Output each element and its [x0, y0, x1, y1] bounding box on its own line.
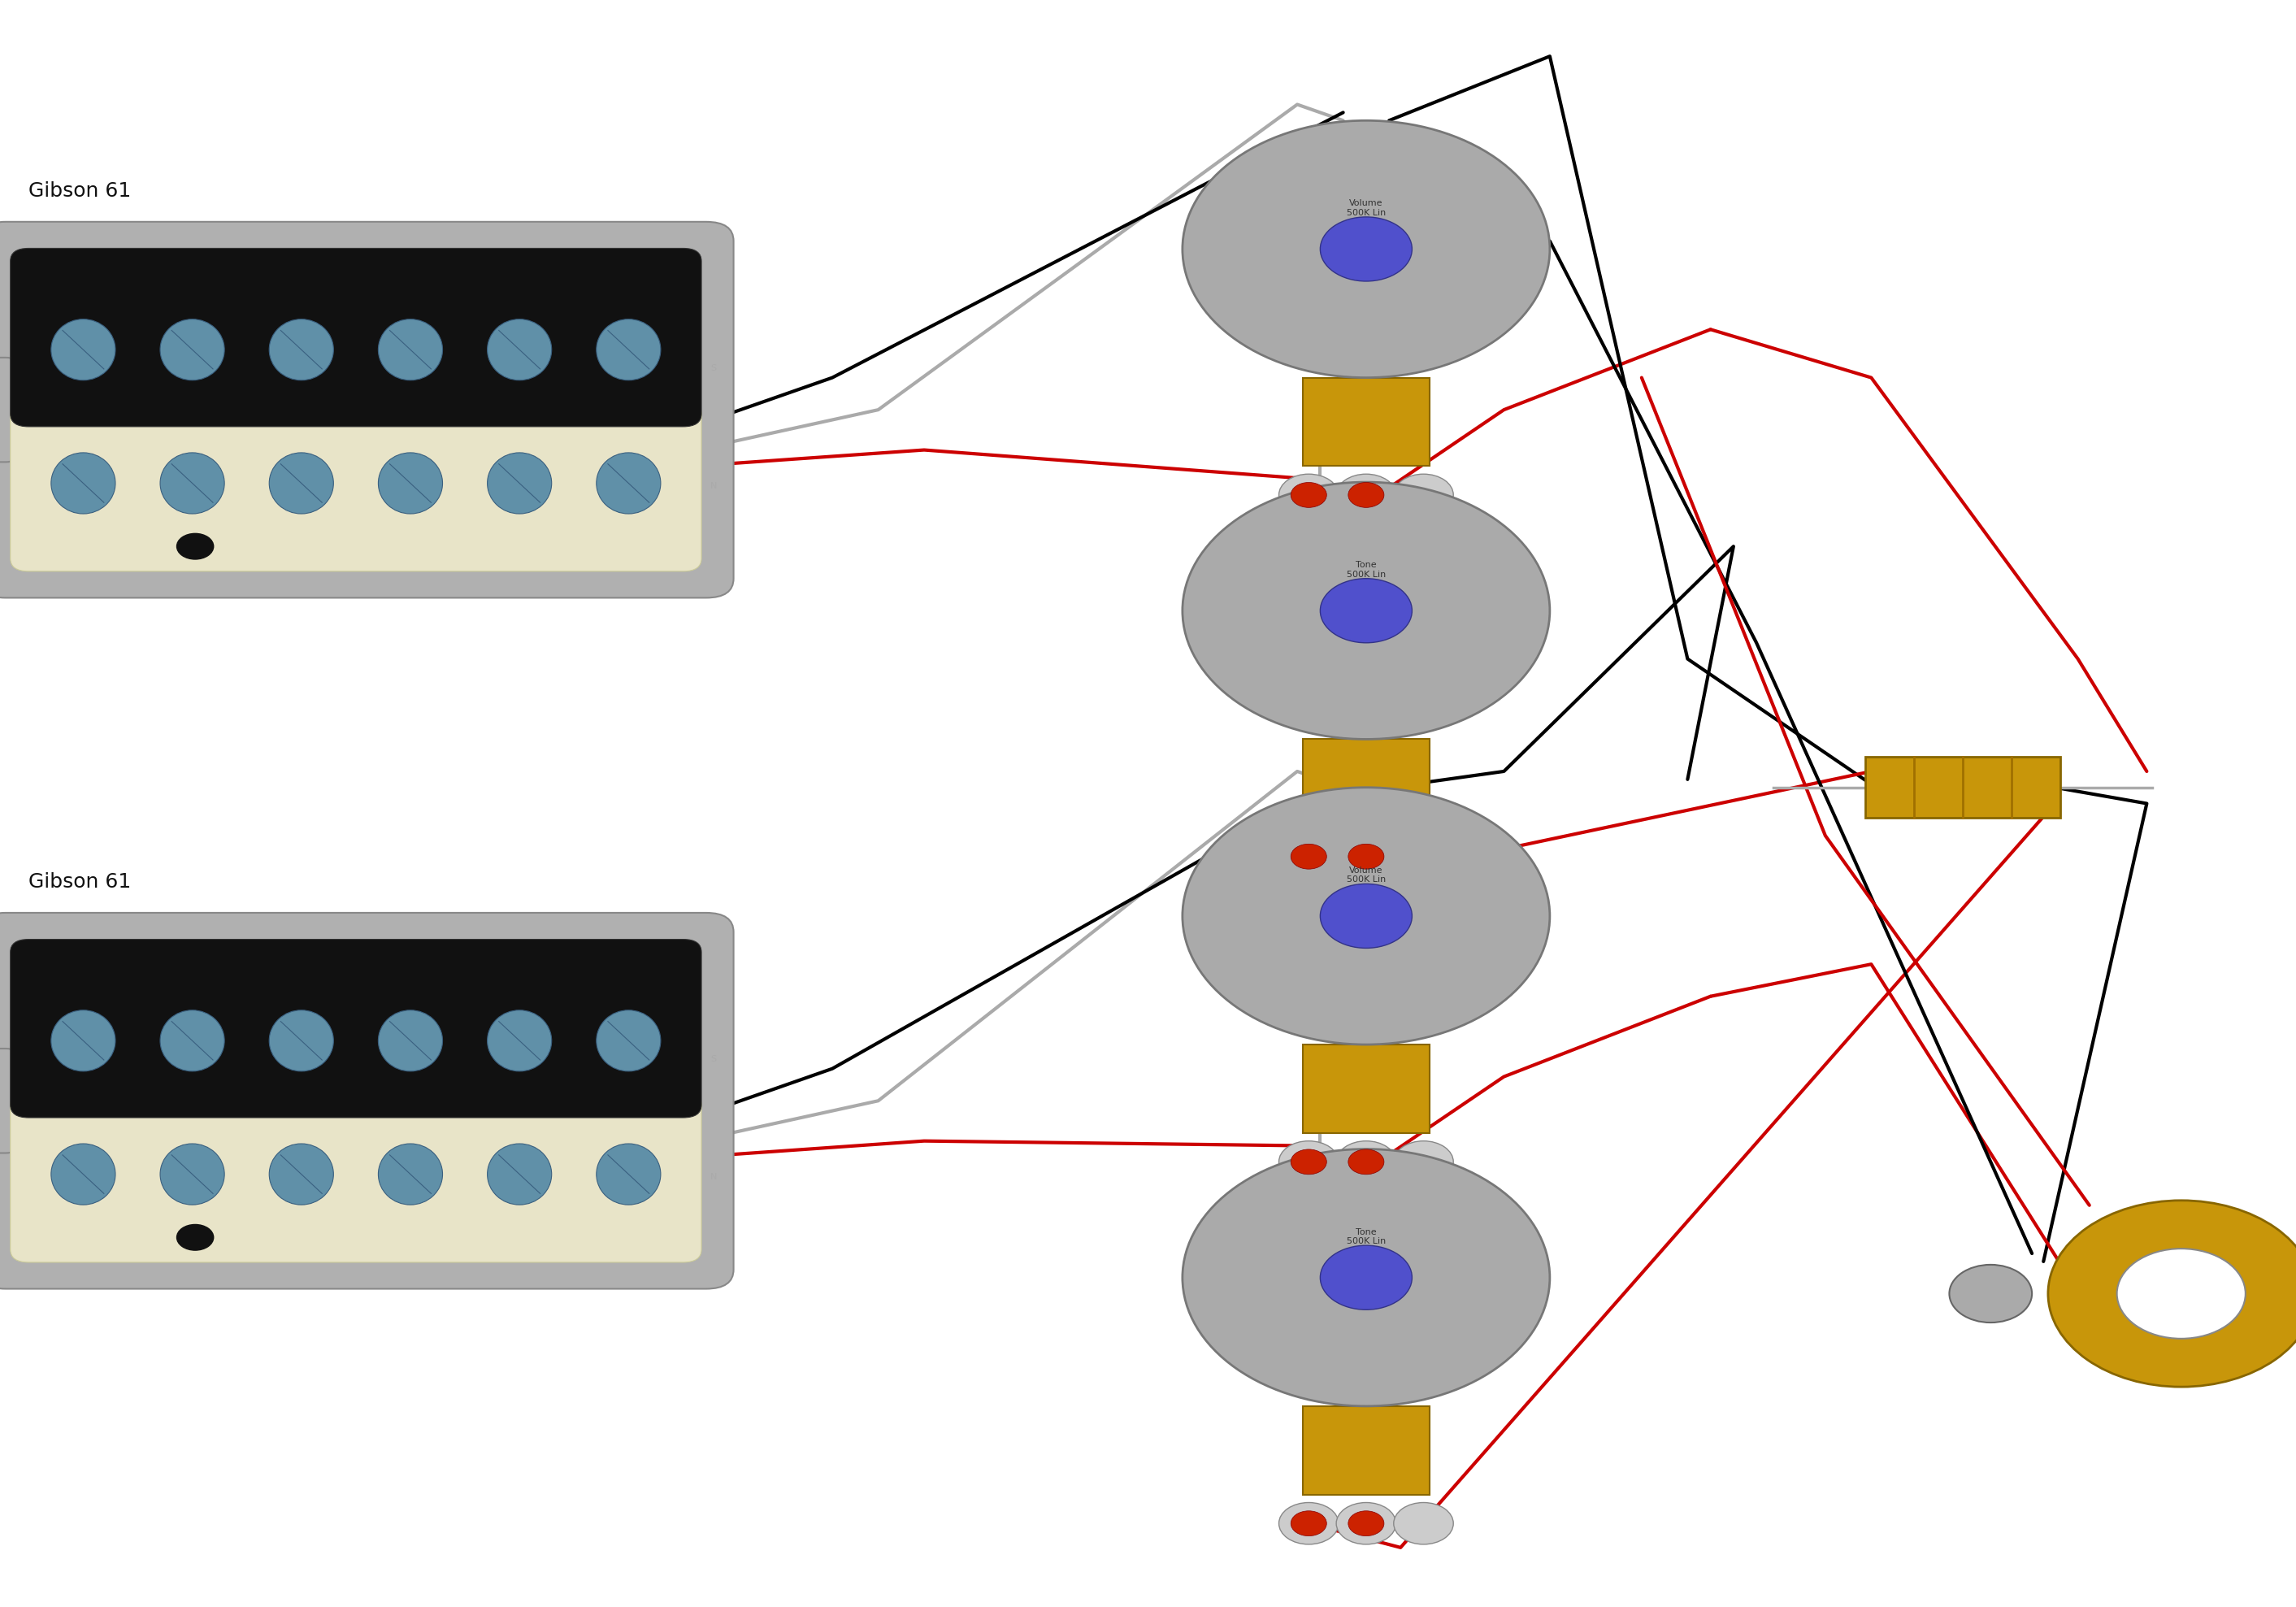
- Ellipse shape: [487, 320, 551, 381]
- Ellipse shape: [597, 453, 661, 514]
- Ellipse shape: [379, 320, 443, 381]
- Ellipse shape: [597, 1011, 661, 1072]
- FancyBboxPatch shape: [0, 913, 735, 1289]
- Circle shape: [1336, 1141, 1396, 1183]
- Circle shape: [2048, 1200, 2296, 1387]
- Circle shape: [1182, 787, 1550, 1045]
- Circle shape: [1348, 1149, 1384, 1175]
- FancyBboxPatch shape: [11, 402, 703, 570]
- Bar: [1864, 757, 2062, 818]
- Circle shape: [1279, 1141, 1339, 1183]
- Ellipse shape: [269, 453, 333, 514]
- FancyBboxPatch shape: [11, 249, 703, 427]
- Circle shape: [1949, 1265, 2032, 1323]
- Circle shape: [1290, 844, 1327, 869]
- Ellipse shape: [597, 1144, 661, 1205]
- Text: N: N: [712, 482, 716, 490]
- Ellipse shape: [487, 453, 551, 514]
- FancyBboxPatch shape: [0, 1049, 18, 1154]
- Text: Tone
500K Lin: Tone 500K Lin: [1345, 1228, 1387, 1245]
- Circle shape: [1279, 474, 1339, 516]
- FancyBboxPatch shape: [11, 938, 703, 1118]
- Ellipse shape: [269, 1144, 333, 1205]
- Ellipse shape: [161, 453, 225, 514]
- Circle shape: [1348, 1511, 1384, 1536]
- Ellipse shape: [487, 1144, 551, 1205]
- Ellipse shape: [269, 1011, 333, 1072]
- Circle shape: [1348, 482, 1384, 508]
- Ellipse shape: [51, 453, 115, 514]
- Circle shape: [1336, 1503, 1396, 1544]
- Bar: [1304, 739, 1428, 828]
- Ellipse shape: [379, 453, 443, 514]
- Circle shape: [1320, 884, 1412, 948]
- Circle shape: [2117, 1249, 2245, 1339]
- Bar: [1304, 1406, 1428, 1495]
- Ellipse shape: [51, 320, 115, 381]
- Circle shape: [1320, 579, 1412, 643]
- Text: Gibson 61: Gibson 61: [30, 873, 131, 892]
- Circle shape: [1394, 474, 1453, 516]
- Circle shape: [1290, 482, 1327, 508]
- Ellipse shape: [161, 1011, 225, 1072]
- Circle shape: [177, 1225, 214, 1250]
- Text: S: S: [712, 363, 716, 373]
- Text: N: N: [712, 1173, 716, 1181]
- Ellipse shape: [487, 1011, 551, 1072]
- Ellipse shape: [379, 1011, 443, 1072]
- Circle shape: [1348, 844, 1384, 869]
- Text: Volume
500K Lin: Volume 500K Lin: [1345, 866, 1387, 884]
- Ellipse shape: [161, 320, 225, 381]
- Ellipse shape: [379, 1144, 443, 1205]
- FancyBboxPatch shape: [0, 222, 735, 598]
- Text: Tone
500K Lin: Tone 500K Lin: [1345, 561, 1387, 579]
- Ellipse shape: [161, 1144, 225, 1205]
- Circle shape: [177, 534, 214, 559]
- FancyBboxPatch shape: [0, 357, 18, 463]
- Ellipse shape: [269, 320, 333, 381]
- Circle shape: [1394, 836, 1453, 877]
- Circle shape: [1320, 217, 1412, 281]
- Text: Gibson 61: Gibson 61: [30, 182, 131, 201]
- Circle shape: [1279, 1503, 1339, 1544]
- Circle shape: [1290, 1511, 1327, 1536]
- Text: Volume
500K Lin: Volume 500K Lin: [1345, 199, 1387, 217]
- Circle shape: [1290, 1149, 1327, 1175]
- Circle shape: [1394, 1141, 1453, 1183]
- Circle shape: [1182, 121, 1550, 378]
- Ellipse shape: [51, 1011, 115, 1072]
- Ellipse shape: [51, 1144, 115, 1205]
- Text: S: S: [712, 1054, 716, 1064]
- Circle shape: [1394, 1503, 1453, 1544]
- FancyBboxPatch shape: [11, 1093, 703, 1263]
- Circle shape: [1279, 836, 1339, 877]
- Bar: [1304, 1045, 1428, 1133]
- Circle shape: [1336, 836, 1396, 877]
- Bar: [1304, 378, 1428, 466]
- Ellipse shape: [597, 320, 661, 381]
- Circle shape: [1336, 474, 1396, 516]
- Circle shape: [1182, 482, 1550, 739]
- Circle shape: [1182, 1149, 1550, 1406]
- Circle shape: [1320, 1245, 1412, 1310]
